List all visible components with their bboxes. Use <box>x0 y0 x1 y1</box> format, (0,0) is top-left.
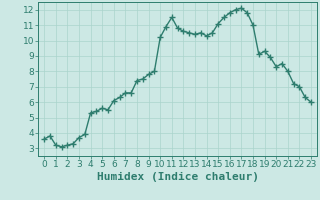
X-axis label: Humidex (Indice chaleur): Humidex (Indice chaleur) <box>97 172 259 182</box>
